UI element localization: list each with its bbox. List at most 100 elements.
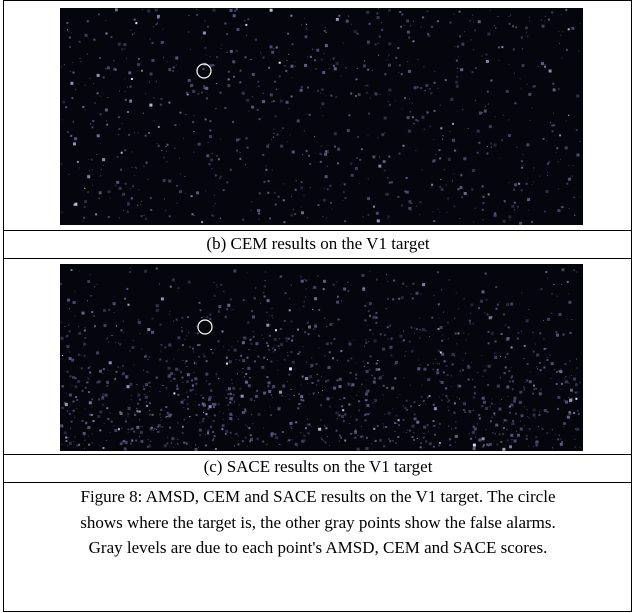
noise-speck: [80, 58, 81, 59]
noise-speck: [87, 426, 90, 429]
noise-speck: [214, 282, 215, 283]
noise-speck: [434, 407, 437, 410]
noise-speck: [177, 203, 178, 204]
noise-speck: [234, 395, 235, 396]
noise-speck: [501, 333, 503, 335]
noise-speck: [563, 422, 566, 425]
noise-speck: [145, 135, 147, 137]
noise-speck: [187, 396, 189, 398]
noise-speck: [556, 371, 558, 373]
noise-speck: [454, 173, 455, 174]
noise-speck: [458, 308, 459, 309]
noise-speck: [135, 22, 137, 24]
noise-speck: [400, 26, 402, 28]
noise-speck: [248, 427, 250, 429]
noise-speck: [515, 102, 517, 104]
noise-speck: [580, 23, 581, 24]
noise-speck: [139, 399, 141, 401]
noise-speck: [125, 99, 127, 101]
noise-speck: [367, 413, 369, 415]
noise-speck: [347, 290, 349, 292]
noise-speck: [173, 378, 175, 380]
noise-speck: [177, 422, 178, 423]
noise-speck: [84, 330, 86, 332]
noise-speck: [347, 360, 349, 362]
noise-speck: [579, 141, 580, 142]
noise-speck: [367, 197, 370, 200]
noise-speck: [355, 95, 357, 97]
noise-speck: [259, 192, 261, 194]
noise-speck: [367, 41, 370, 44]
noise-speck: [423, 437, 425, 439]
noise-speck: [524, 358, 525, 359]
noise-speck: [230, 432, 232, 434]
noise-speck: [389, 432, 390, 433]
noise-speck: [484, 110, 487, 113]
noise-speck: [77, 161, 79, 163]
noise-speck: [431, 26, 433, 28]
noise-speck: [508, 134, 511, 137]
noise-speck: [425, 90, 426, 91]
noise-speck: [376, 368, 379, 371]
noise-speck: [167, 437, 168, 438]
noise-speck: [62, 385, 64, 387]
noise-speck: [414, 333, 415, 334]
noise-speck: [412, 116, 414, 118]
noise-speck: [85, 409, 86, 410]
noise-speck: [304, 130, 305, 131]
noise-speck: [449, 444, 451, 446]
noise-speck: [139, 436, 140, 437]
noise-speck: [385, 132, 386, 133]
noise-speck: [128, 304, 130, 306]
noise-speck: [137, 394, 140, 397]
noise-speck: [161, 41, 164, 44]
noise-speck: [577, 154, 580, 157]
noise-speck: [488, 331, 490, 333]
noise-speck: [89, 401, 92, 404]
noise-speck: [425, 84, 428, 87]
noise-speck: [251, 437, 252, 438]
noise-speck: [100, 143, 101, 144]
noise-speck: [548, 161, 550, 163]
noise-speck: [473, 428, 474, 429]
noise-speck: [84, 188, 85, 189]
noise-speck: [393, 280, 395, 282]
noise-speck: [403, 419, 405, 421]
noise-speck: [316, 385, 317, 386]
noise-speck: [287, 381, 288, 382]
noise-speck: [132, 346, 135, 349]
noise-speck: [73, 301, 76, 304]
noise-speck: [85, 34, 88, 37]
noise-speck: [557, 408, 559, 410]
noise-speck: [420, 404, 421, 405]
noise-speck: [283, 221, 285, 223]
noise-speck: [475, 100, 476, 101]
noise-speck: [482, 112, 483, 113]
noise-speck: [101, 169, 102, 170]
noise-speck: [187, 408, 189, 410]
noise-speck: [427, 364, 429, 366]
noise-speck: [187, 403, 189, 405]
noise-speck: [323, 199, 326, 202]
noise-speck: [546, 348, 547, 349]
noise-speck: [380, 333, 382, 335]
noise-speck: [504, 202, 505, 203]
noise-speck: [203, 355, 205, 357]
noise-speck: [258, 413, 261, 416]
noise-speck: [270, 434, 271, 435]
noise-speck: [575, 428, 576, 429]
noise-speck: [312, 288, 313, 289]
noise-speck: [337, 379, 339, 381]
noise-speck: [402, 283, 404, 285]
noise-speck: [465, 353, 466, 354]
noise-speck: [150, 39, 151, 40]
noise-speck: [174, 124, 176, 126]
noise-speck: [553, 124, 555, 126]
noise-speck: [306, 28, 308, 30]
noise-speck: [413, 439, 415, 441]
noise-speck: [270, 45, 273, 48]
noise-speck: [339, 441, 340, 442]
noise-speck: [279, 338, 280, 339]
noise-speck: [321, 102, 324, 105]
noise-speck: [317, 380, 319, 382]
